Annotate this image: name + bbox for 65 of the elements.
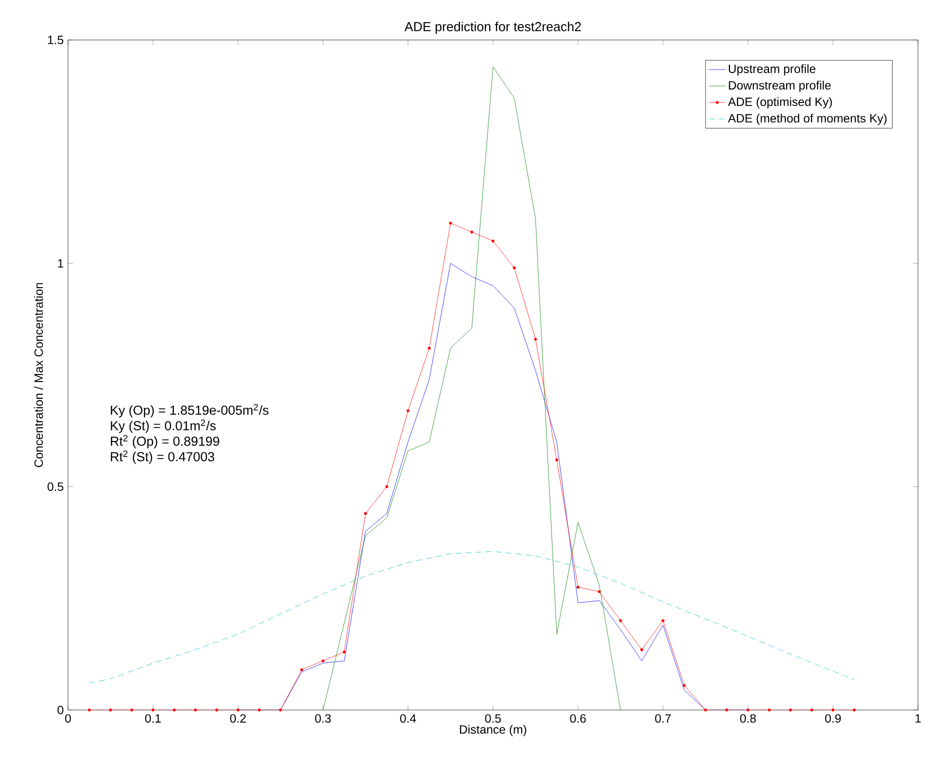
x-tick-label: 0.5: [485, 714, 501, 723]
annotation: Ky (St) = 0.01m$^{2}$/s: [110, 420, 216, 433]
annotation: Ky (Op) = 1.8519e-005m$^{2}$/s: [110, 404, 268, 418]
point: [662, 619, 665, 622]
x-tick-label: 0.1: [145, 714, 161, 723]
point: [492, 240, 494, 242]
point: [194, 708, 197, 712]
point: [682, 684, 686, 687]
y-tick-label: 1.5: [48, 36, 64, 44]
point: [172, 708, 176, 712]
point: [598, 590, 601, 594]
y-tick-label: 0: [58, 706, 64, 714]
point: [619, 619, 622, 622]
point: [512, 266, 516, 270]
x-tick-label: 0.8: [740, 714, 756, 723]
point: [640, 648, 644, 652]
point: [768, 708, 771, 712]
point: [385, 485, 388, 488]
x-tick-label: 0: [65, 714, 71, 723]
point: [300, 668, 304, 672]
point: [88, 708, 91, 712]
point: [236, 708, 240, 712]
y-tick-label: 1: [58, 259, 64, 268]
chart-title: ADE prediction for test2reach2: [404, 22, 581, 34]
point: [279, 708, 282, 712]
legend-label: ADE (optimised Ky): [728, 97, 832, 108]
line-series: [89, 551, 854, 684]
y-axis-title: Concentration / Max Concentration: [34, 283, 43, 468]
x-tick-label: 0.6: [570, 714, 586, 723]
point: [789, 708, 792, 712]
point: [258, 708, 261, 712]
annotation: Rt$^{2}$ (St) = 0.47003: [110, 450, 214, 464]
point: [406, 409, 410, 412]
x-axis-title: Distance (m): [460, 724, 526, 736]
point: [470, 230, 474, 234]
point: [746, 708, 750, 712]
point: [130, 708, 134, 712]
annotation: Rt$^{2}$ (Op) = 0.89199: [110, 435, 220, 448]
point: [152, 708, 154, 712]
point: [109, 708, 112, 712]
point: [449, 222, 452, 225]
point: [725, 708, 728, 712]
legend-label: Upstream profile: [728, 64, 816, 76]
point: [342, 650, 346, 654]
point: [852, 708, 856, 712]
legend-label: Downstream profile: [728, 80, 831, 92]
point: [364, 512, 367, 515]
point: [576, 586, 580, 589]
point: [810, 708, 814, 712]
x-tick-label: 0.4: [400, 714, 416, 723]
x-tick-label: 1: [916, 714, 921, 722]
x-tick-label: 0.7: [655, 714, 671, 723]
point: [534, 338, 537, 341]
point: [215, 708, 218, 712]
y-tick-label: 0.5: [48, 482, 64, 491]
point: [555, 458, 558, 462]
x-tick-label: 0.2: [230, 714, 246, 723]
point: [428, 346, 431, 350]
x-tick-label: 0.3: [315, 714, 331, 723]
point: [832, 708, 835, 712]
line-series: [322, 66, 621, 710]
point: [322, 659, 324, 662]
legend-label: ADE (method of moments Ky): [728, 114, 887, 125]
x-tick-label: 0.9: [825, 714, 841, 723]
point: [704, 708, 708, 712]
